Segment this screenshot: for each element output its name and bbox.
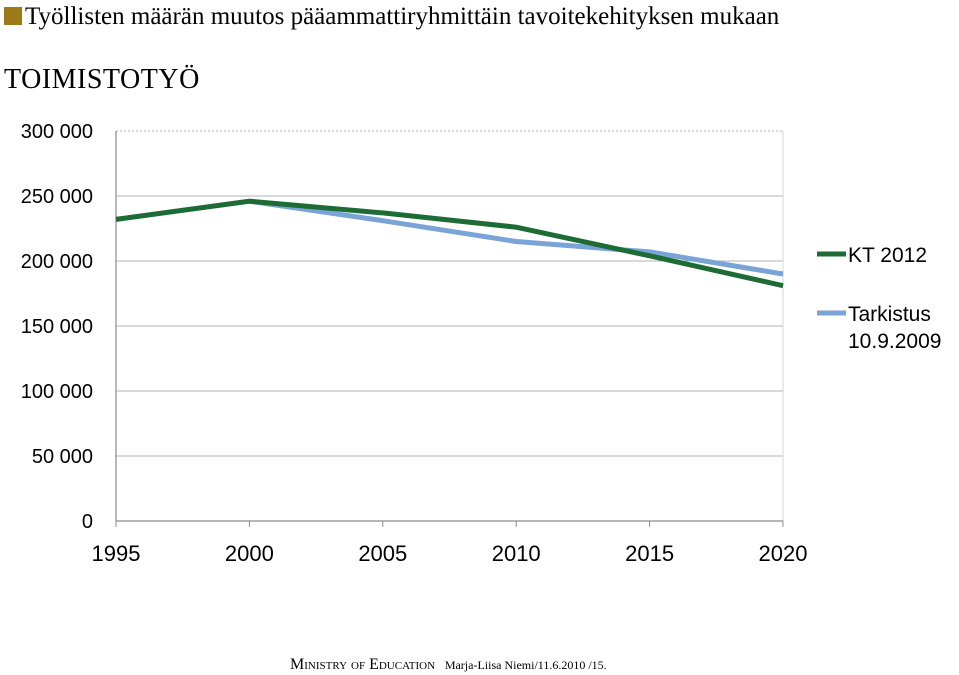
y-tick-label: 0 xyxy=(82,511,93,533)
page-title: Työllisten määrän muutos pääammattiryhmi… xyxy=(25,3,780,30)
line-chart: 0 50 000 100 000 150 000 200 000 250 000 300 0… xyxy=(21,121,942,566)
grid-layer xyxy=(116,130,784,521)
x-tick-label: 2000 xyxy=(225,541,274,566)
page-subtitle: TOIMISTOTYÖ xyxy=(4,64,200,95)
title-bullet xyxy=(4,7,22,25)
footer-author: Marja-Liisa Niemi/11.6.2010 /15. xyxy=(444,658,607,672)
y-tick-label: 100 000 xyxy=(21,381,93,403)
series-layer xyxy=(115,198,784,289)
y-tick-label: 150 000 xyxy=(21,316,93,338)
legend-label: Tarkistus xyxy=(848,303,931,326)
title-row: Työllisten määrän muutos pääammattiryhmi… xyxy=(0,0,779,34)
y-tick-label: 50 000 xyxy=(32,446,93,468)
legend-label: 10.9.2009 xyxy=(848,330,941,353)
y-tick-label: 300 000 xyxy=(21,121,93,143)
y-tick-label: 250 000 xyxy=(21,186,93,208)
x-tick-label: 2005 xyxy=(358,541,407,566)
x-tick-label: 2020 xyxy=(759,541,808,566)
x-tick-label: 2010 xyxy=(492,541,541,566)
x-tick-label: 1995 xyxy=(92,541,141,566)
y-tick-label: 200 000 xyxy=(21,251,93,273)
footer: Ministry of Education Marja-Liisa Niemi/… xyxy=(290,656,607,674)
series-line-kt-2012 xyxy=(115,198,784,289)
legend-label: KT 2012 xyxy=(848,244,927,267)
footer-org: Ministry of Education xyxy=(290,656,436,673)
x-tick-label: 2015 xyxy=(625,541,674,566)
legend: KT 2012 Tarkistus 10.9.2009 xyxy=(817,244,941,353)
axis-layer: 0 50 000 100 000 150 000 200 000 250 000 300 0… xyxy=(21,121,808,566)
